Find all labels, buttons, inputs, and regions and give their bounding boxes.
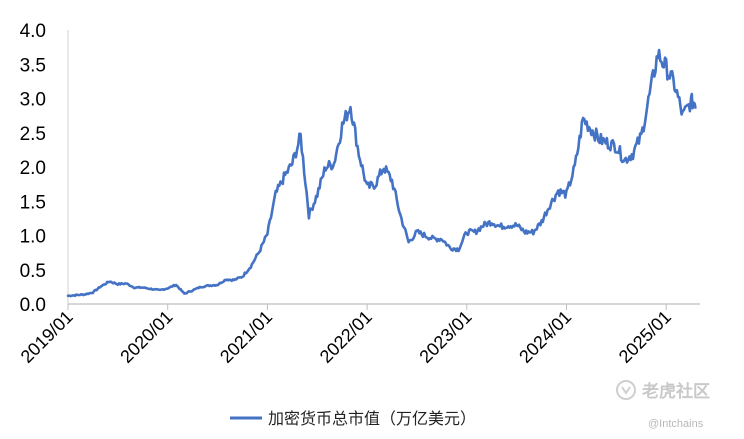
y-tick-label: 3.0 xyxy=(20,90,46,111)
y-tick-label: 0.0 xyxy=(20,295,46,316)
tiger-logo-icon xyxy=(616,380,636,400)
y-tick-label: 3.5 xyxy=(20,55,46,76)
series-line-market-cap xyxy=(66,48,697,298)
y-tick-label: 1.0 xyxy=(20,227,46,248)
y-tick-labels: 0.0 0.5 1.0 1.5 2.0 2.5 3.0 3.5 4.0 xyxy=(20,21,46,316)
y-tick-label: 1.5 xyxy=(20,192,46,213)
x-tick-label: 2022/01 xyxy=(316,307,376,367)
x-tick-label: 2020/01 xyxy=(116,307,176,367)
x-tick-label: 2024/01 xyxy=(515,307,575,367)
x-tick-label: 2021/01 xyxy=(216,307,276,367)
watermark: 老虎社区 @Intchains xyxy=(616,380,710,430)
y-tick-label: 0.5 xyxy=(20,261,46,282)
y-tick-label: 2.0 xyxy=(20,158,46,179)
legend-label: 加密货币总市值（万亿美元） xyxy=(268,409,476,428)
legend: 加密货币总市值（万亿美元） xyxy=(230,409,476,428)
watermark-brand: 老虎社区 xyxy=(641,381,710,402)
y-tick-label: 4.0 xyxy=(20,21,46,42)
x-tick-labels: 2019/01 2020/01 2021/01 2022/01 2023/01 2024/… xyxy=(17,304,675,367)
x-tick-label: 2025/01 xyxy=(615,307,675,367)
y-tick-label: 2.5 xyxy=(20,124,46,145)
x-tick-label: 2023/01 xyxy=(415,307,475,367)
watermark-handle: @Intchains xyxy=(648,418,704,430)
